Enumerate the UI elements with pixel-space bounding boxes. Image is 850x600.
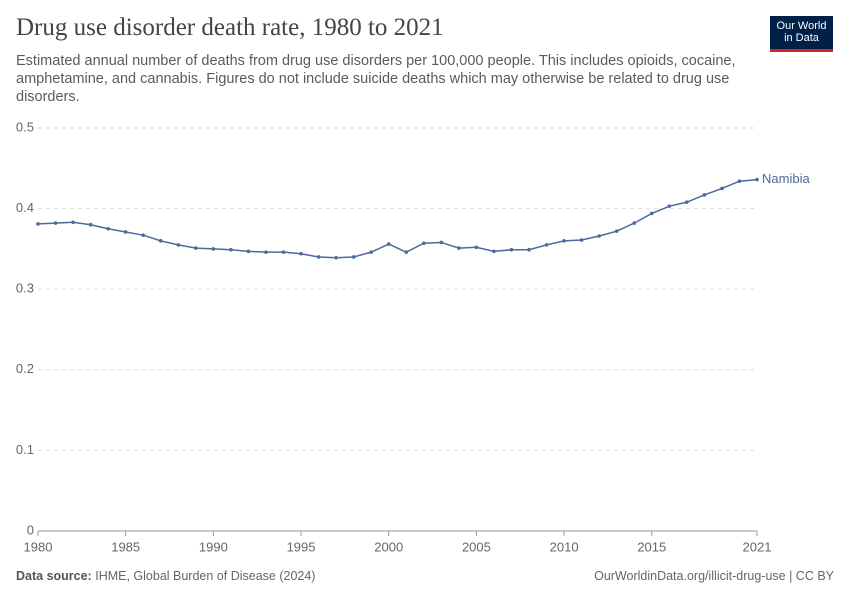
point xyxy=(457,246,461,250)
point xyxy=(281,250,286,254)
y-tick-label: 0.3 xyxy=(16,281,34,296)
source-label: Data source: xyxy=(16,569,92,583)
point xyxy=(53,221,58,225)
point xyxy=(334,255,338,260)
point xyxy=(404,250,409,254)
point xyxy=(667,204,672,208)
point xyxy=(702,193,707,197)
point xyxy=(649,211,654,216)
point xyxy=(685,200,689,204)
x-tick-label: 2010 xyxy=(550,539,579,554)
source: Data source: IHME, Global Burden of Dise… xyxy=(16,569,315,583)
point xyxy=(422,241,426,246)
point xyxy=(141,233,146,237)
point xyxy=(755,177,759,182)
point xyxy=(36,222,40,226)
point xyxy=(544,243,549,247)
y-tick-label: 0.2 xyxy=(16,361,34,376)
point xyxy=(386,242,391,246)
chart-subtitle: Estimated annual number of deaths from d… xyxy=(16,53,736,105)
point xyxy=(492,249,496,254)
point xyxy=(176,243,181,247)
point xyxy=(123,230,128,234)
point xyxy=(439,240,444,245)
point xyxy=(579,238,584,242)
point xyxy=(614,229,619,233)
y-tick-label: 0.5 xyxy=(16,119,34,134)
point xyxy=(351,255,356,259)
x-tick-label: 1990 xyxy=(199,539,228,554)
x-tick-label: 2000 xyxy=(374,539,403,554)
point xyxy=(299,251,303,256)
y-tick-label: 0 xyxy=(27,522,34,537)
x-tick-label: 2015 xyxy=(637,539,666,554)
point xyxy=(229,247,233,252)
point xyxy=(720,186,724,191)
x-tick-label: 1995 xyxy=(287,539,316,554)
x-tick-label: 2021 xyxy=(743,539,772,554)
point xyxy=(194,246,198,250)
x-tick-label: 1985 xyxy=(111,539,140,554)
point xyxy=(106,226,110,231)
y-tick-label: 0.4 xyxy=(16,200,34,215)
logo-line: in Data xyxy=(784,32,819,44)
point xyxy=(316,255,321,259)
y-tick-label: 0.1 xyxy=(16,442,34,457)
logo-line: Our World xyxy=(776,20,827,32)
point xyxy=(597,234,601,238)
point xyxy=(158,239,163,243)
series-label: Namibia xyxy=(762,171,810,186)
point xyxy=(509,247,514,252)
point xyxy=(246,249,251,254)
point xyxy=(71,220,75,225)
point xyxy=(211,247,216,251)
point xyxy=(632,221,637,225)
series-line xyxy=(37,178,758,259)
point xyxy=(527,247,531,252)
point xyxy=(737,179,742,183)
point xyxy=(562,239,566,243)
point xyxy=(369,250,373,254)
x-tick-label: 2005 xyxy=(462,539,491,554)
point xyxy=(474,245,479,250)
chart-title: Drug use disorder death rate, 1980 to 20… xyxy=(16,14,444,41)
x-tick-label: 1980 xyxy=(24,539,53,554)
footer-link[interactable]: OurWorldinData.org/illicit-drug-use | CC… xyxy=(594,569,834,583)
source-text: IHME, Global Burden of Disease (2024) xyxy=(95,569,316,583)
logo[interactable]: Our World in Data xyxy=(770,16,833,52)
point xyxy=(264,250,268,254)
point xyxy=(88,222,93,227)
